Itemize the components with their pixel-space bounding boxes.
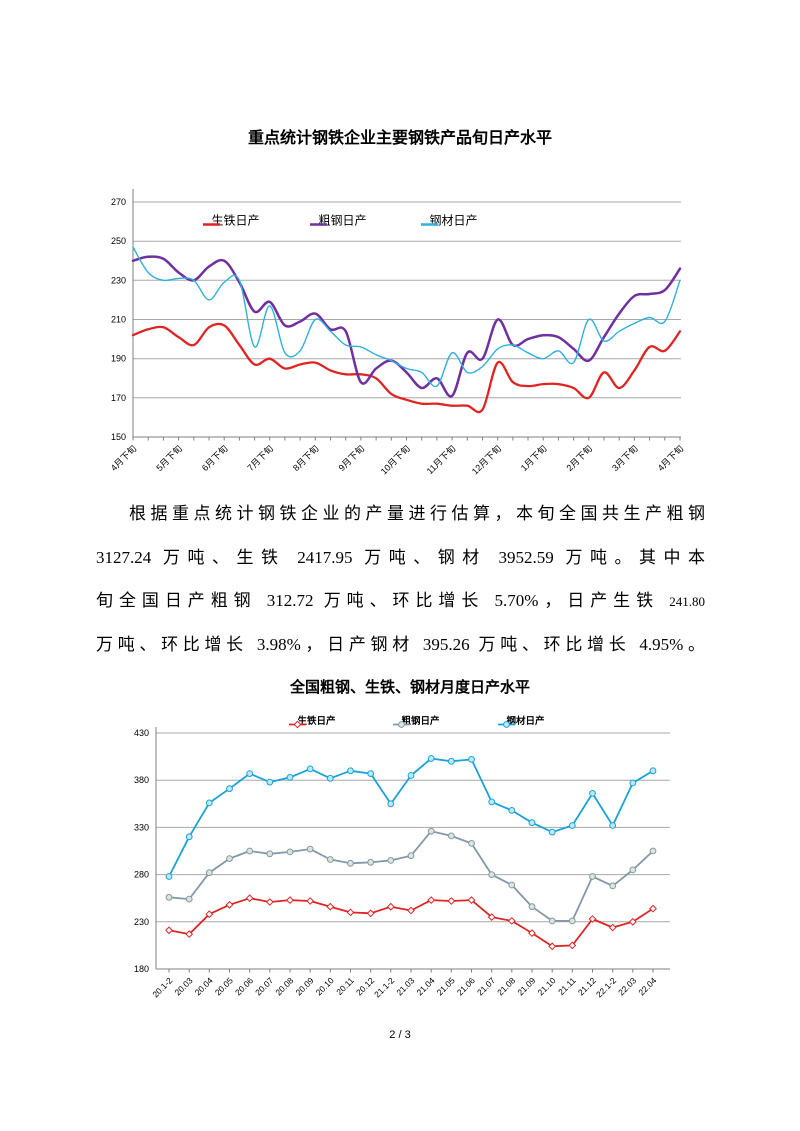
svg-text:20.1-2: 20.1-2	[150, 975, 174, 999]
tenday-daily-output-chart: 150 170 190 210 230 250 270 4月下旬 5月下旬 6月下旬 7月下旬 8月下…	[108, 189, 685, 477]
svg-text:21.10: 21.10	[535, 975, 557, 997]
svg-text:20.08: 20.08	[273, 975, 295, 997]
svg-text:380: 380	[134, 775, 149, 785]
paragraph-line-1: 根据重点统计钢铁企业的产量进行估算，本旬全国共生产粗钢	[129, 504, 705, 523]
svg-text:250: 250	[111, 236, 126, 246]
svg-text:280: 280	[134, 870, 149, 880]
page-number: 2 / 3	[389, 1029, 411, 1041]
svg-text:330: 330	[134, 822, 149, 832]
svg-text:22.04: 22.04	[636, 975, 658, 997]
svg-text:7月下旬: 7月下旬	[245, 443, 275, 473]
svg-text:3月下旬: 3月下旬	[609, 443, 639, 473]
svg-text:20.05: 20.05	[213, 975, 235, 997]
svg-text:430: 430	[134, 728, 149, 738]
legend-item-crude-steel: 粗钢日产	[393, 711, 439, 729]
粗钢日产-line	[131, 255, 682, 398]
svg-text:4月下旬: 4月下旬	[655, 443, 685, 473]
svg-text:21.04: 21.04	[414, 975, 436, 997]
legend-item-pig-iron: 生铁日产	[289, 711, 335, 729]
paragraph-line-3: 旬全国日产粗钢 312.72 万吨、环比增长 5.70%，日产生铁 241.80	[96, 579, 705, 623]
svg-text:2月下旬: 2月下旬	[564, 443, 594, 473]
svg-text:180: 180	[134, 964, 149, 974]
monthly-daily-output-chart: 18023028033038043020.1-220.0320.0420.052…	[134, 727, 670, 999]
svg-text:4月下旬: 4月下旬	[108, 443, 138, 473]
svg-text:230: 230	[134, 917, 149, 927]
svg-text:22.03: 22.03	[616, 975, 638, 997]
svg-text:21.05: 21.05	[435, 975, 457, 997]
legend-label: 粗钢日产	[401, 715, 440, 727]
svg-text:20.09: 20.09	[293, 975, 315, 997]
legend-label: 粗钢日产	[318, 213, 367, 228]
legend-item-steel-products: 钢材日产	[421, 211, 477, 229]
svg-text:20.11: 20.11	[334, 975, 356, 997]
svg-text:21.08: 21.08	[495, 975, 517, 997]
svg-text:20.06: 20.06	[233, 975, 255, 997]
svg-text:20.04: 20.04	[193, 975, 215, 997]
svg-text:10月下旬: 10月下旬	[378, 443, 412, 477]
body-paragraph: 根据重点统计钢铁企业的产量进行估算，本旬全国共生产粗钢 3127.24 万吨、生…	[96, 492, 705, 666]
svg-text:150: 150	[111, 432, 126, 442]
chart2-legend: 生铁日产 粗钢日产 钢材日产	[130, 711, 690, 729]
svg-text:21.11: 21.11	[556, 975, 578, 997]
svg-text:9月下旬: 9月下旬	[336, 443, 366, 473]
svg-text:20.03: 20.03	[172, 975, 194, 997]
chart1-title: 重点统计钢铁企业主要钢铁产品旬日产水平	[247, 130, 552, 147]
svg-text:21.09: 21.09	[515, 975, 537, 997]
legend-item-steel-products: 钢材日产	[498, 711, 544, 729]
svg-text:210: 210	[111, 315, 126, 325]
svg-text:6月下旬: 6月下旬	[199, 443, 229, 473]
legend-label: 生铁日产	[297, 715, 336, 727]
svg-text:20.07: 20.07	[253, 975, 275, 997]
svg-text:20.10: 20.10	[314, 975, 336, 997]
legend-item-crude-steel: 粗钢日产	[310, 211, 366, 229]
svg-text:230: 230	[111, 275, 126, 285]
chart1-legend: 生铁日产 粗钢日产 钢材日产	[95, 211, 715, 227]
chart2-title: 全国粗钢、生铁、钢材月度日产水平	[289, 679, 530, 696]
svg-text:21.03: 21.03	[394, 975, 416, 997]
legend-label: 生铁日产	[211, 213, 260, 228]
svg-text:11月下旬: 11月下旬	[424, 443, 457, 476]
svg-text:22.1-2: 22.1-2	[594, 975, 618, 999]
legend-label: 钢材日产	[429, 213, 478, 228]
svg-text:12月下旬: 12月下旬	[469, 443, 503, 477]
legend-label: 钢材日产	[506, 715, 545, 727]
svg-text:21.07: 21.07	[475, 975, 497, 997]
钢材日产-line	[132, 246, 681, 388]
paragraph-line-3-text: 旬全国日产粗钢 312.72 万吨、环比增长 5.70%，日产生铁	[96, 591, 670, 610]
svg-text:270: 270	[111, 197, 126, 207]
svg-text:170: 170	[111, 393, 126, 403]
svg-text:1月下旬: 1月下旬	[518, 443, 548, 473]
paragraph-line-2: 3127.24 万吨、生铁 2417.95 万吨、钢材 3952.59 万吨。其…	[96, 547, 705, 567]
svg-text:21.06: 21.06	[455, 975, 477, 997]
legend-item-pig-iron: 生铁日产	[203, 211, 259, 229]
paragraph-line-4: 万吨、环比增长 3.98%，日产钢材 395.26 万吨、环比增长 4.95%。	[96, 634, 705, 654]
生铁日产-line	[131, 322, 682, 414]
svg-text:190: 190	[111, 354, 126, 364]
svg-text:8月下旬: 8月下旬	[290, 443, 320, 473]
svg-text:21.1-2: 21.1-2	[372, 975, 396, 999]
svg-text:5月下旬: 5月下旬	[154, 443, 184, 473]
paragraph-line-3-number: 241.80	[669, 594, 705, 609]
